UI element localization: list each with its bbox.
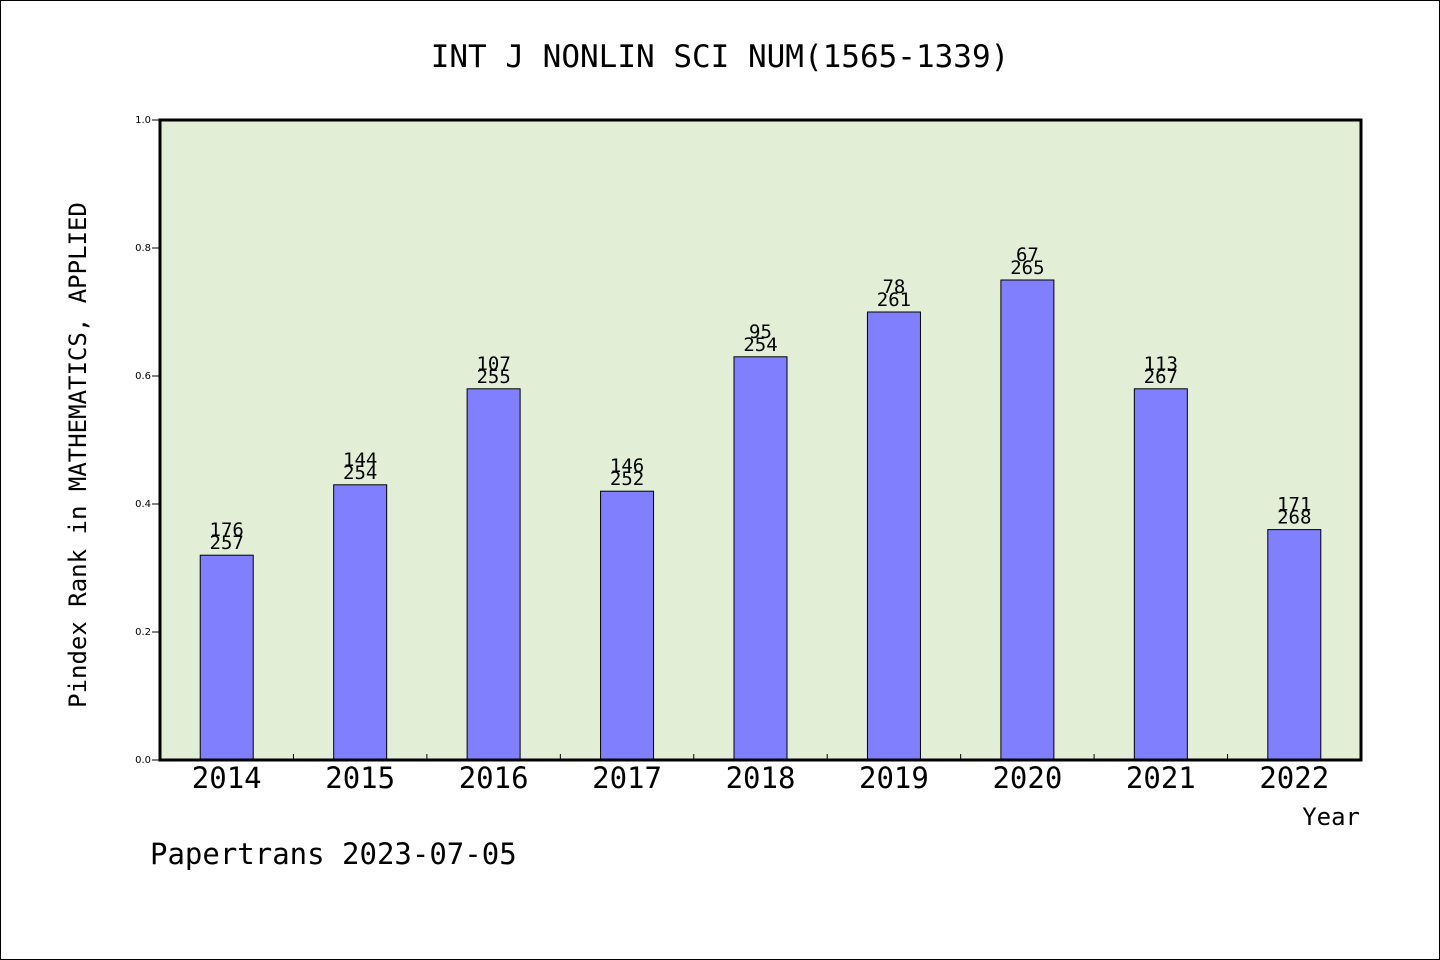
x-tick-label: 2018	[726, 761, 796, 795]
x-tick-label: 2016	[459, 761, 529, 795]
x-axis-label: Year	[1302, 803, 1360, 831]
bar-2019	[866, 311, 921, 761]
x-tick-label: 2014	[192, 761, 262, 795]
y-tick-label: 0.0	[135, 755, 151, 766]
bar-label-top: 176	[210, 519, 244, 541]
x-tick-label: 2020	[992, 761, 1062, 795]
bar-2015	[333, 484, 388, 761]
bar-label-bottom: 267	[1144, 366, 1178, 388]
bar-2021	[1133, 388, 1188, 761]
bar-label-top: 95	[749, 321, 772, 343]
bar-label-bottom: 265	[1010, 257, 1044, 279]
bar-label-bottom: 252	[610, 468, 644, 490]
bar-data-labels: 1762571442541072551462529525478261672651…	[210, 244, 1312, 554]
x-tick-label: 2015	[325, 761, 395, 795]
chart-title: INT J NONLIN SCI NUM(1565-1339)	[431, 39, 1010, 75]
bar-label-top: 144	[343, 449, 377, 471]
y-tick-label: 0.6	[135, 371, 151, 382]
y-tick-label: 0.4	[135, 499, 151, 510]
bar-2014	[199, 554, 254, 761]
y-tick-label: 0.2	[135, 627, 151, 638]
footer-credit: Papertrans 2023-07-05	[150, 837, 517, 871]
bar-2018	[733, 356, 788, 761]
y-axis-ticks: 0.0 0.2 0.4 0.6 0.8 1.0	[135, 115, 160, 766]
bar-2016	[466, 388, 521, 761]
bar-label-bottom: 261	[877, 289, 911, 311]
y-axis-label: Pindex Rank in MATHEMATICS, APPLIED	[64, 202, 92, 708]
bar-label-top: 171	[1277, 494, 1311, 516]
bar-series	[199, 279, 1322, 761]
bar-label-bottom: 257	[210, 532, 244, 554]
bar-label-top: 67	[1016, 244, 1039, 266]
x-tick-label: 2022	[1259, 761, 1329, 795]
bar-2020	[1000, 279, 1055, 761]
bar-label-top: 107	[476, 353, 510, 375]
y-tick-label: 0.8	[135, 243, 151, 254]
bar-label-top: 78	[882, 276, 905, 298]
bar-label-bottom: 254	[743, 334, 777, 356]
y-tick-label: 1.0	[135, 115, 151, 126]
bar-label-top: 113	[1144, 353, 1178, 375]
x-tick-label: 2017	[592, 761, 662, 795]
bar-label-bottom: 268	[1277, 507, 1311, 529]
x-tick-label: 2019	[859, 761, 929, 795]
bar-label-top: 146	[610, 455, 644, 477]
bar-2017	[600, 490, 655, 761]
plot-border	[158, 118, 1363, 762]
bar-label-bottom: 254	[343, 462, 377, 484]
x-tick-label: 2021	[1126, 761, 1196, 795]
bar-2022	[1267, 529, 1322, 761]
bar-label-bottom: 255	[476, 366, 510, 388]
x-axis-ticks: 2014 2015 2016 2017 2018 2019 2020 2021 2022	[192, 754, 1329, 795]
